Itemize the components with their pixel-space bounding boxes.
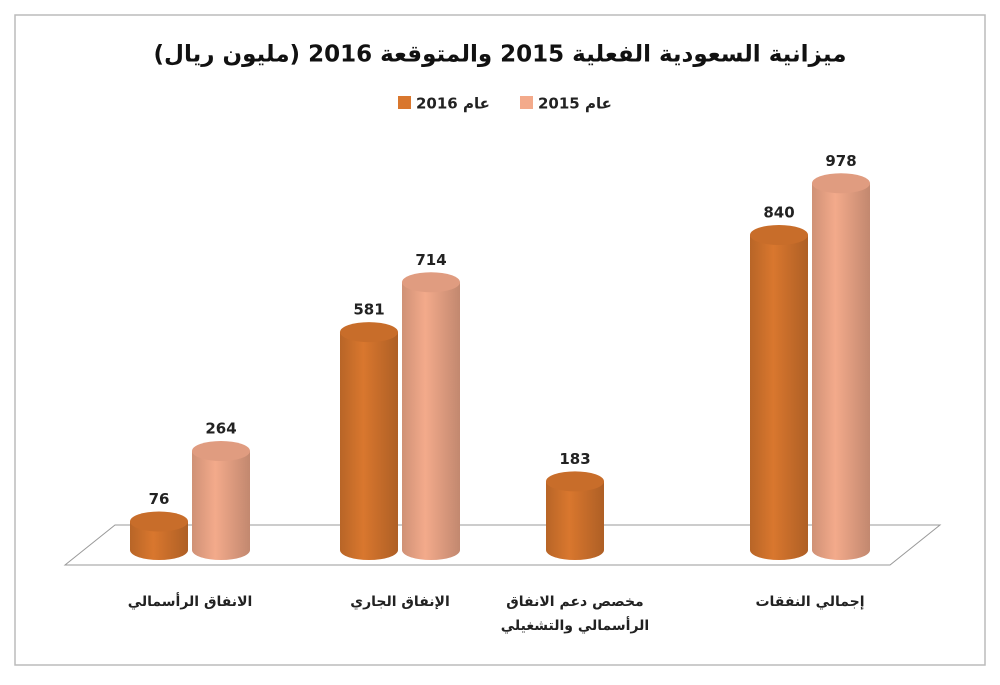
cylinder [130, 511, 188, 560]
bar-top [130, 511, 188, 532]
value-label: 183 [559, 450, 590, 468]
legend-label: عام 2016 [416, 95, 490, 113]
cylinder [812, 173, 870, 560]
bar [750, 235, 808, 560]
value-label: 840 [763, 204, 794, 222]
bar [130, 521, 188, 560]
bar [812, 183, 870, 560]
bar-top [340, 322, 398, 343]
bar [340, 332, 398, 560]
value-label: 76 [149, 490, 170, 508]
legend-swatch [398, 96, 411, 109]
bar-top [812, 173, 870, 194]
x-tick-label: مخصص دعم الانفاق الرأسمالي والتشغيلي [500, 594, 650, 634]
x-tick-label: إجمالي النفقات [755, 594, 865, 610]
value-label: 264 [205, 420, 236, 438]
bar-top [402, 272, 460, 293]
bar [192, 451, 250, 560]
x-tick-label: الانفاق الرأسمالي [127, 594, 253, 610]
bar-top [750, 225, 808, 245]
cylinder [192, 441, 250, 560]
bar-top [546, 471, 604, 492]
legend-swatch [520, 96, 533, 109]
legend-label: عام 2015 [538, 95, 612, 113]
value-label: 581 [353, 301, 384, 319]
cylinder [402, 272, 460, 560]
cylinder [340, 322, 398, 560]
cylinder [750, 225, 808, 560]
value-label: 714 [415, 251, 446, 269]
bar [402, 282, 460, 560]
x-tick-label: الإنفاق الجاري [350, 594, 450, 610]
cylinder [546, 471, 604, 560]
bar [546, 481, 604, 560]
floor [63, 524, 942, 566]
bar-top [192, 441, 250, 461]
chart-title: ميزانية السعودية الفعلية 2015 والمتوقعة … [154, 42, 847, 68]
value-label: 978 [825, 152, 856, 170]
